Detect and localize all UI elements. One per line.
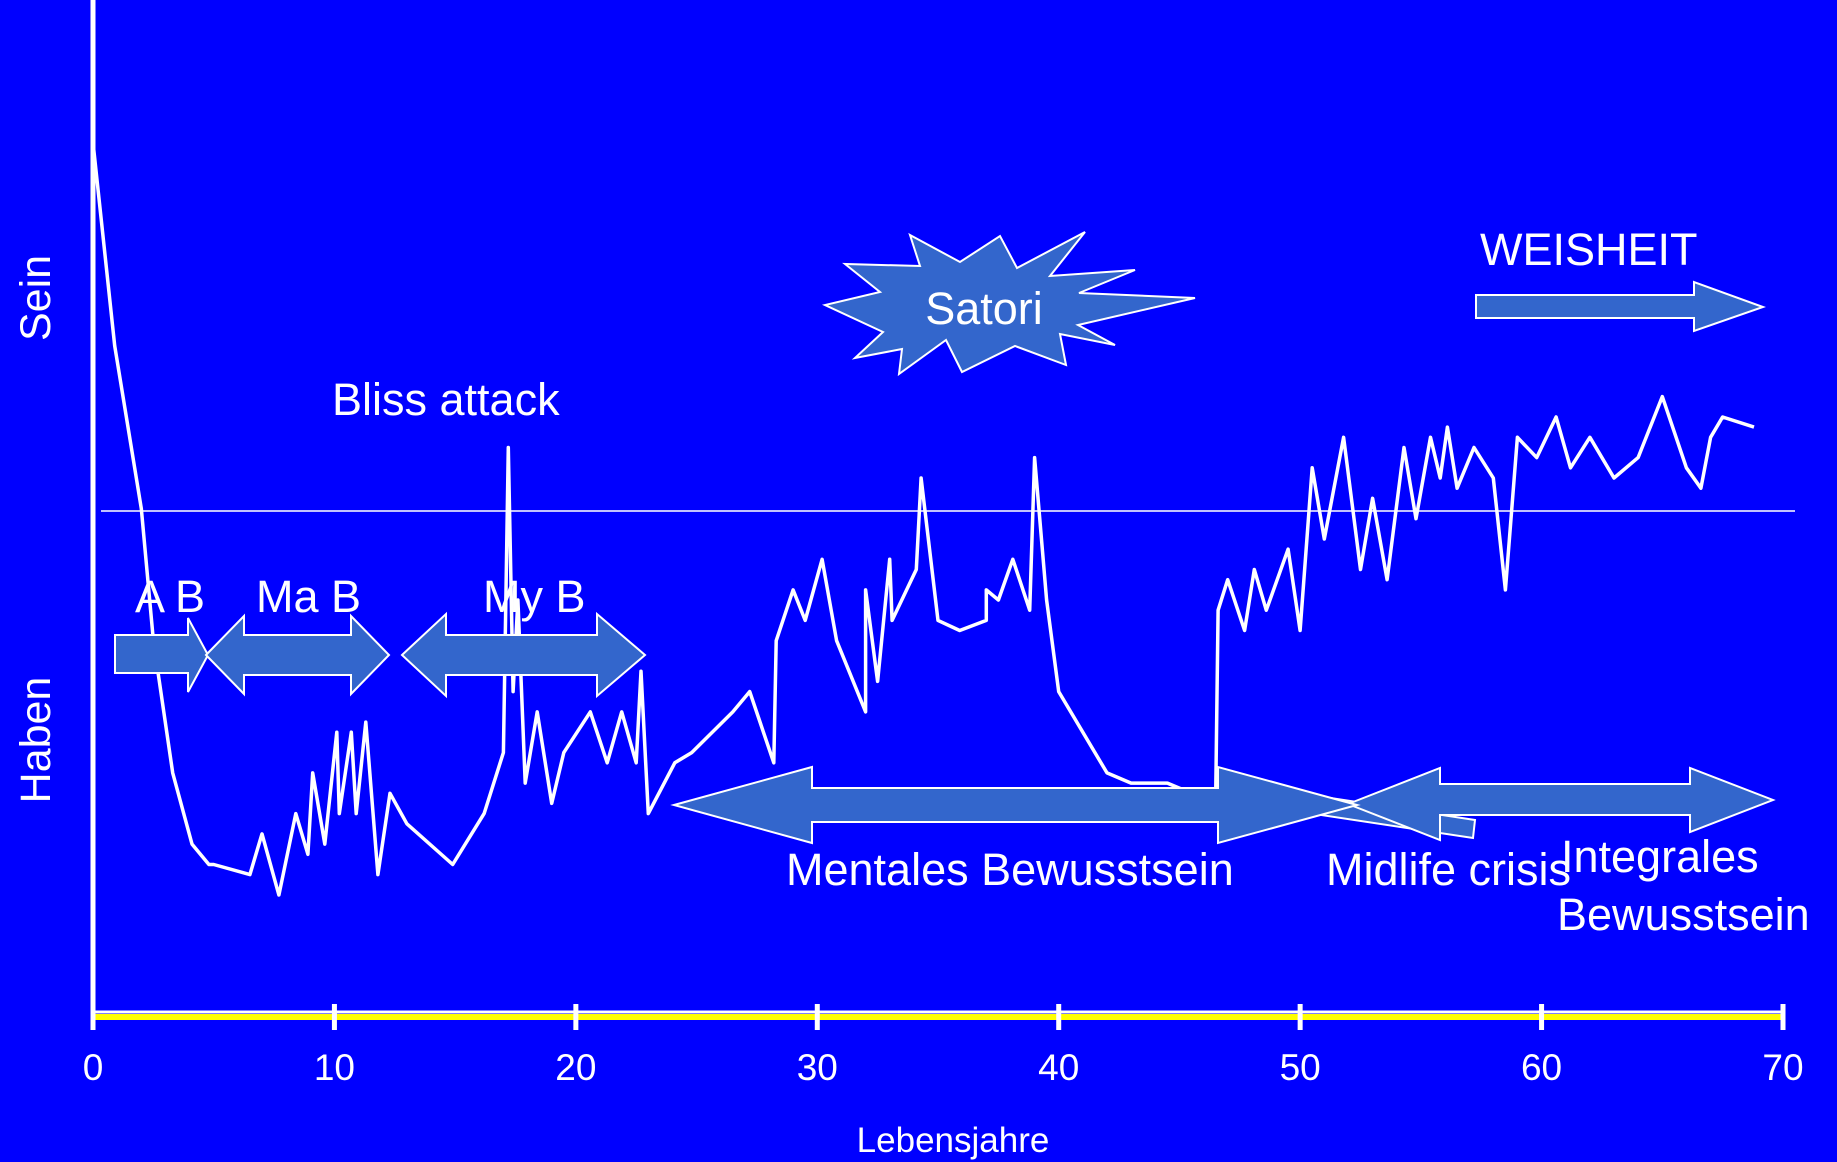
series-line — [91, 142, 1755, 897]
arrow-ma-b — [204, 613, 391, 697]
x-tick-label: 30 — [797, 1047, 838, 1088]
arrow-integrales — [1345, 766, 1776, 842]
y-label-haben: Haben — [12, 677, 60, 804]
arrow-mentales — [670, 765, 1361, 845]
annotation-bliss-attack: Bliss attack — [332, 374, 560, 425]
satori-starburst — [821, 231, 1196, 377]
annotation-midlife-crisis: Midlife crisis — [1326, 844, 1571, 895]
annotation-satori: Satori — [925, 283, 1043, 334]
arrow-weisheit — [1475, 280, 1766, 333]
arrow-a-b — [114, 617, 210, 693]
x-tick-label: 60 — [1521, 1047, 1562, 1088]
y-label-sein: Sein — [12, 255, 60, 341]
annotation-bewusstsein: Bewusstsein — [1557, 889, 1810, 940]
annotation-a-b: A B — [135, 571, 205, 622]
annotation-weisheit: WEISHEIT — [1480, 224, 1698, 275]
x-tick-label: 50 — [1280, 1047, 1321, 1088]
annotation-my-b: My B — [483, 571, 586, 622]
x-axis-label: Lebensjahre — [857, 1121, 1050, 1160]
x-tick-label: 0 — [83, 1047, 104, 1088]
x-tick-label: 70 — [1762, 1047, 1803, 1088]
x-tick-label: 10 — [314, 1047, 355, 1088]
x-tick-label: 40 — [1038, 1047, 1079, 1088]
annotation-ma-b: Ma B — [256, 571, 361, 622]
arrow-my-b — [400, 611, 647, 699]
annotation-integrales: Integrales — [1561, 831, 1759, 882]
annotation-mentales-bewusstsein: Mentales Bewusstsein — [786, 844, 1234, 895]
x-tick-label: 20 — [555, 1047, 596, 1088]
